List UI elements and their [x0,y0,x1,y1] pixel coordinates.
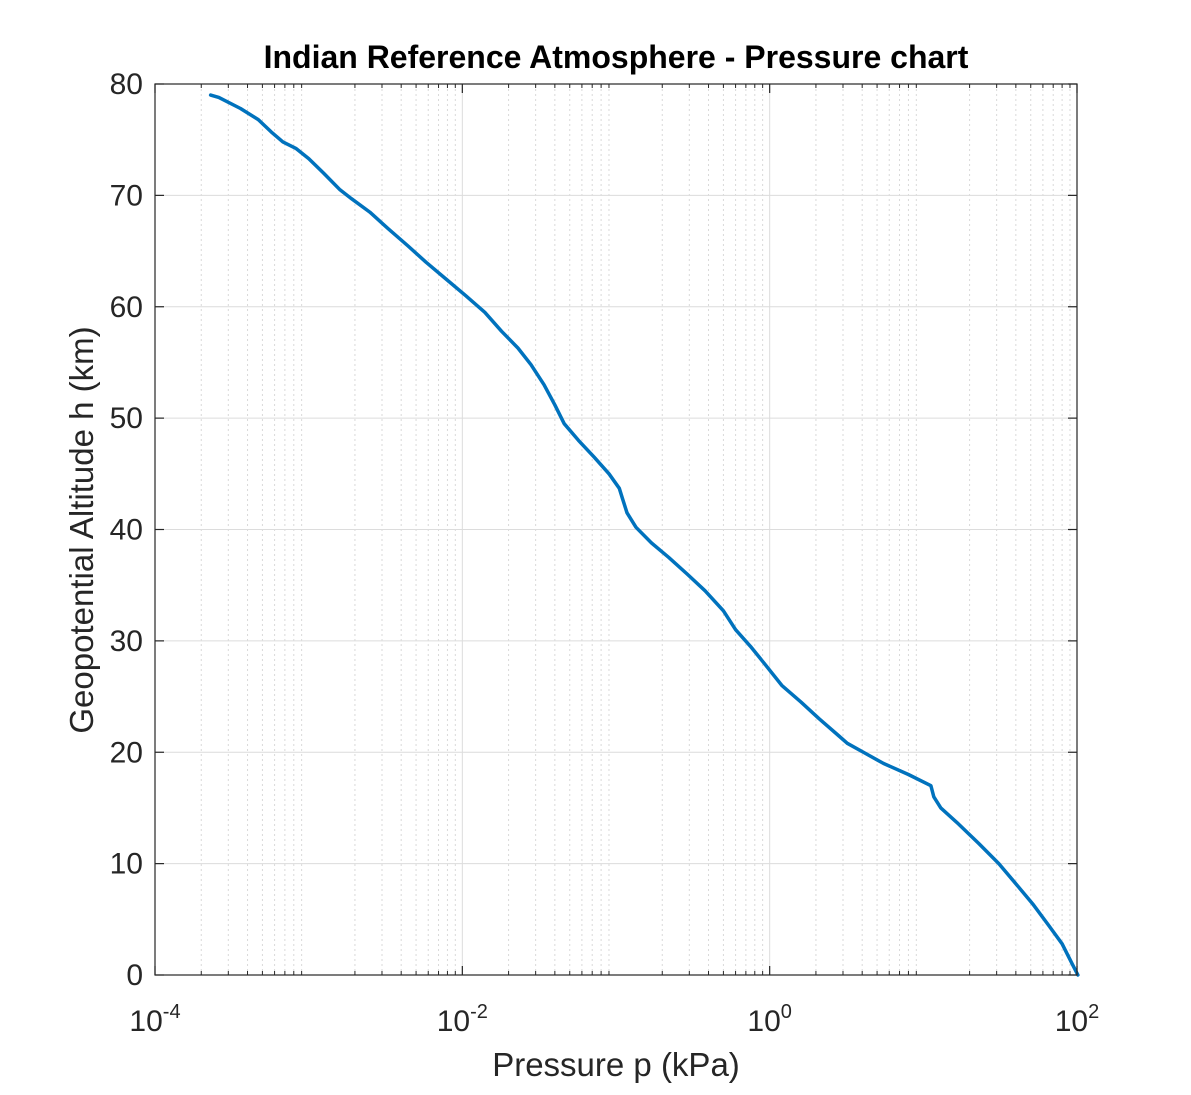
y-tick-labels: 0 10 20 30 40 50 60 70 80 [110,68,143,992]
x-tick-labels: 10-4 10-2 100 102 [129,1001,1099,1038]
y-tick-label: 30 [110,625,143,658]
x-tick-label: 100 [747,1001,792,1038]
y-tick-label: 20 [110,736,143,769]
y-tick-label: 70 [110,179,143,212]
y-tick-label: 60 [110,291,143,324]
y-tick-label: 0 [126,959,143,992]
y-tick-label: 50 [110,402,143,435]
y-tick-label: 80 [110,68,143,101]
series-layer [208,93,1080,977]
x-axis-label: Pressure p (kPa) [492,1046,740,1083]
pressure-altitude-line [208,93,1080,977]
x-tick-label: 102 [1055,1001,1100,1038]
x-tick-label: 10-4 [129,1001,180,1038]
y-tick-label: 10 [110,848,143,881]
x-tick-label: 10-2 [437,1001,488,1038]
chart-title: Indian Reference Atmosphere - Pressure c… [264,39,969,75]
axis-ticks [154,83,1078,976]
y-tick-label: 40 [110,514,143,547]
y-axis-label: Geopotential Altitude h (km) [63,326,100,733]
